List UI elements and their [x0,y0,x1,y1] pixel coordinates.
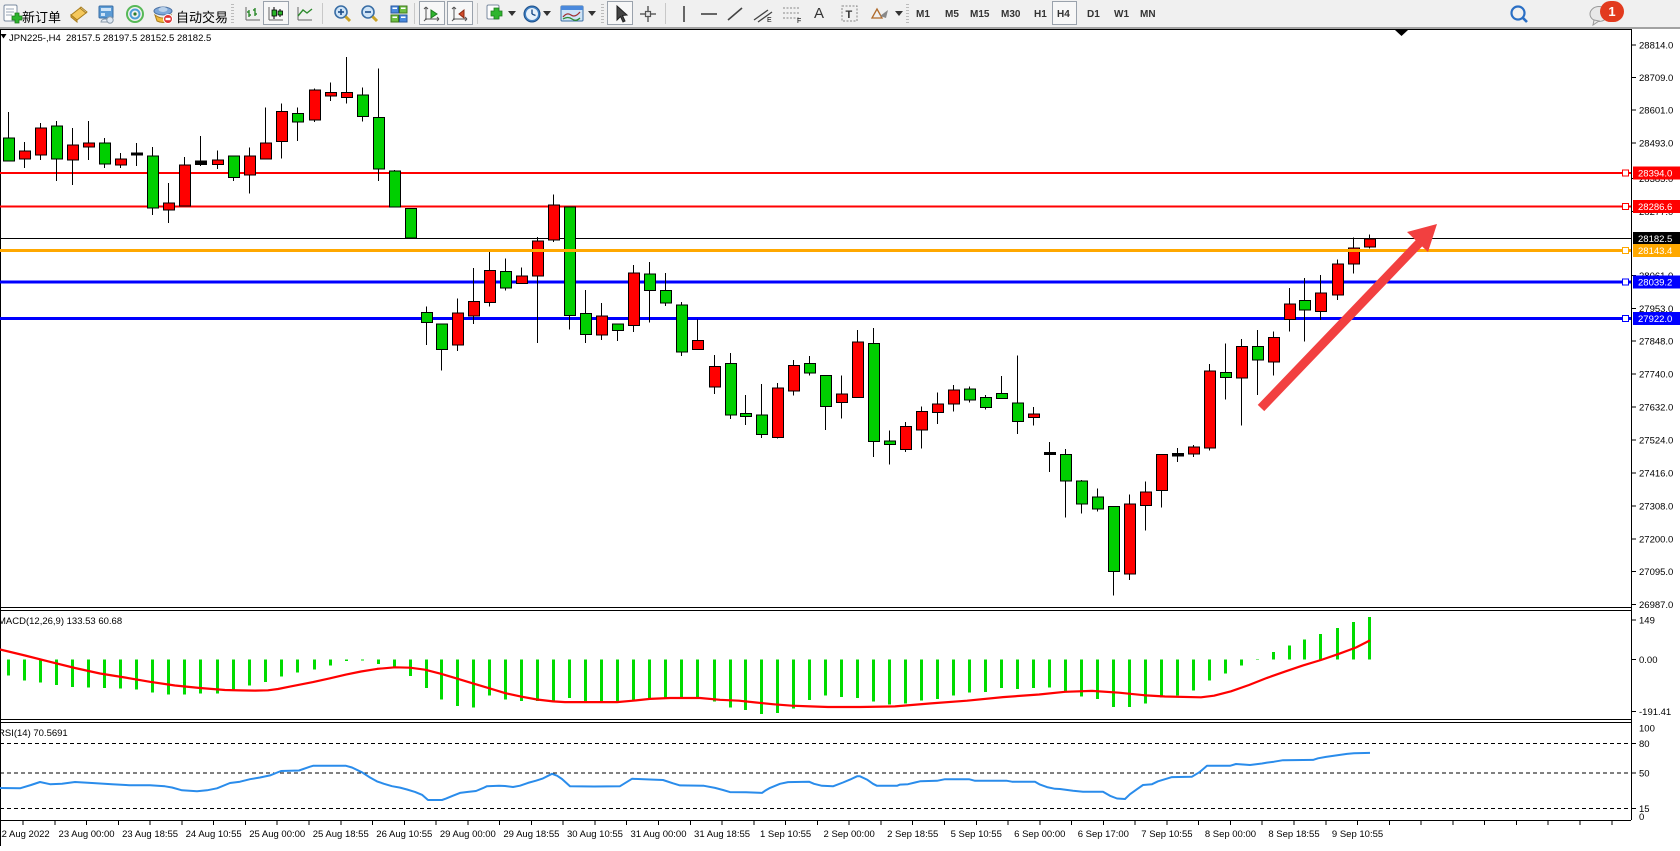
svg-text:31 Aug 18:55: 31 Aug 18:55 [694,829,750,840]
svg-text:28286.6: 28286.6 [1638,202,1672,213]
svg-text:23 Aug 00:00: 23 Aug 00:00 [59,829,115,840]
svg-text:149: 149 [1639,616,1655,627]
svg-text:27308.0: 27308.0 [1639,502,1673,513]
svg-text:MACD(12,26,9) 133.53 60.68: MACD(12,26,9) 133.53 60.68 [0,616,122,627]
svg-text:80: 80 [1639,739,1650,750]
svg-text:27095.0: 27095.0 [1639,567,1673,578]
svg-text:25 Aug 00:00: 25 Aug 00:00 [249,829,305,840]
svg-text:26 Aug 10:55: 26 Aug 10:55 [376,829,432,840]
svg-text:-191.41: -191.41 [1639,707,1671,718]
svg-text:JPN225-,H4 28157.5 28197.5 28: JPN225-,H4 28157.5 28197.5 28152.5 28182… [9,33,211,44]
svg-text:22 Aug 2022: 22 Aug 2022 [0,829,50,840]
svg-text:1 Sep 10:55: 1 Sep 10:55 [760,829,811,840]
svg-text:28814.0: 28814.0 [1639,41,1673,52]
svg-text:8 Sep 18:55: 8 Sep 18:55 [1268,829,1319,840]
svg-text:6 Sep 00:00: 6 Sep 00:00 [1014,829,1065,840]
svg-text:9 Sep 10:55: 9 Sep 10:55 [1332,829,1383,840]
svg-text:2 Sep 18:55: 2 Sep 18:55 [887,829,938,840]
svg-text:31 Aug 00:00: 31 Aug 00:00 [631,829,687,840]
svg-text:28039.2: 28039.2 [1638,278,1672,289]
svg-text:29 Aug 18:55: 29 Aug 18:55 [503,829,559,840]
svg-text:27953.0: 27953.0 [1639,304,1673,315]
svg-text:T: T [846,9,853,21]
svg-text:5 Sep 10:55: 5 Sep 10:55 [951,829,1002,840]
svg-text:50: 50 [1639,769,1650,780]
svg-text:27416.0: 27416.0 [1639,469,1673,480]
svg-text:E: E [767,17,772,24]
svg-text:28182.5: 28182.5 [1638,234,1672,245]
svg-text:27200.0: 27200.0 [1639,535,1673,546]
svg-text:25 Aug 18:55: 25 Aug 18:55 [313,829,369,840]
svg-text:F: F [797,18,801,24]
svg-text:27524.0: 27524.0 [1639,436,1673,447]
svg-text:27922.0: 27922.0 [1638,314,1672,325]
svg-text:27632.0: 27632.0 [1639,403,1673,414]
svg-text:RSI(14) 70.5691: RSI(14) 70.5691 [0,728,68,739]
svg-text:28394.0: 28394.0 [1638,169,1672,180]
svg-text:28601.0: 28601.0 [1639,106,1673,117]
svg-text:30 Aug 10:55: 30 Aug 10:55 [567,829,623,840]
svg-text:100: 100 [1639,724,1655,735]
svg-text:8 Sep 00:00: 8 Sep 00:00 [1205,829,1256,840]
svg-text:24 Aug 10:55: 24 Aug 10:55 [186,829,242,840]
svg-text:26987.0: 26987.0 [1639,600,1673,611]
svg-text:2 Sep 00:00: 2 Sep 00:00 [824,829,875,840]
svg-text:23 Aug 18:55: 23 Aug 18:55 [122,829,178,840]
svg-text:6 Sep 17:00: 6 Sep 17:00 [1078,829,1129,840]
svg-text:27740.0: 27740.0 [1639,370,1673,381]
svg-text:29 Aug 00:00: 29 Aug 00:00 [440,829,496,840]
svg-text:27848.0: 27848.0 [1639,337,1673,348]
svg-text:0.00: 0.00 [1639,655,1658,666]
svg-text:15: 15 [1639,804,1650,815]
svg-text:7 Sep 10:55: 7 Sep 10:55 [1141,829,1192,840]
svg-text:28709.0: 28709.0 [1639,73,1673,84]
svg-text:0: 0 [1639,812,1644,823]
svg-text:28493.0: 28493.0 [1639,139,1673,150]
svg-text:28143.4: 28143.4 [1638,246,1672,257]
